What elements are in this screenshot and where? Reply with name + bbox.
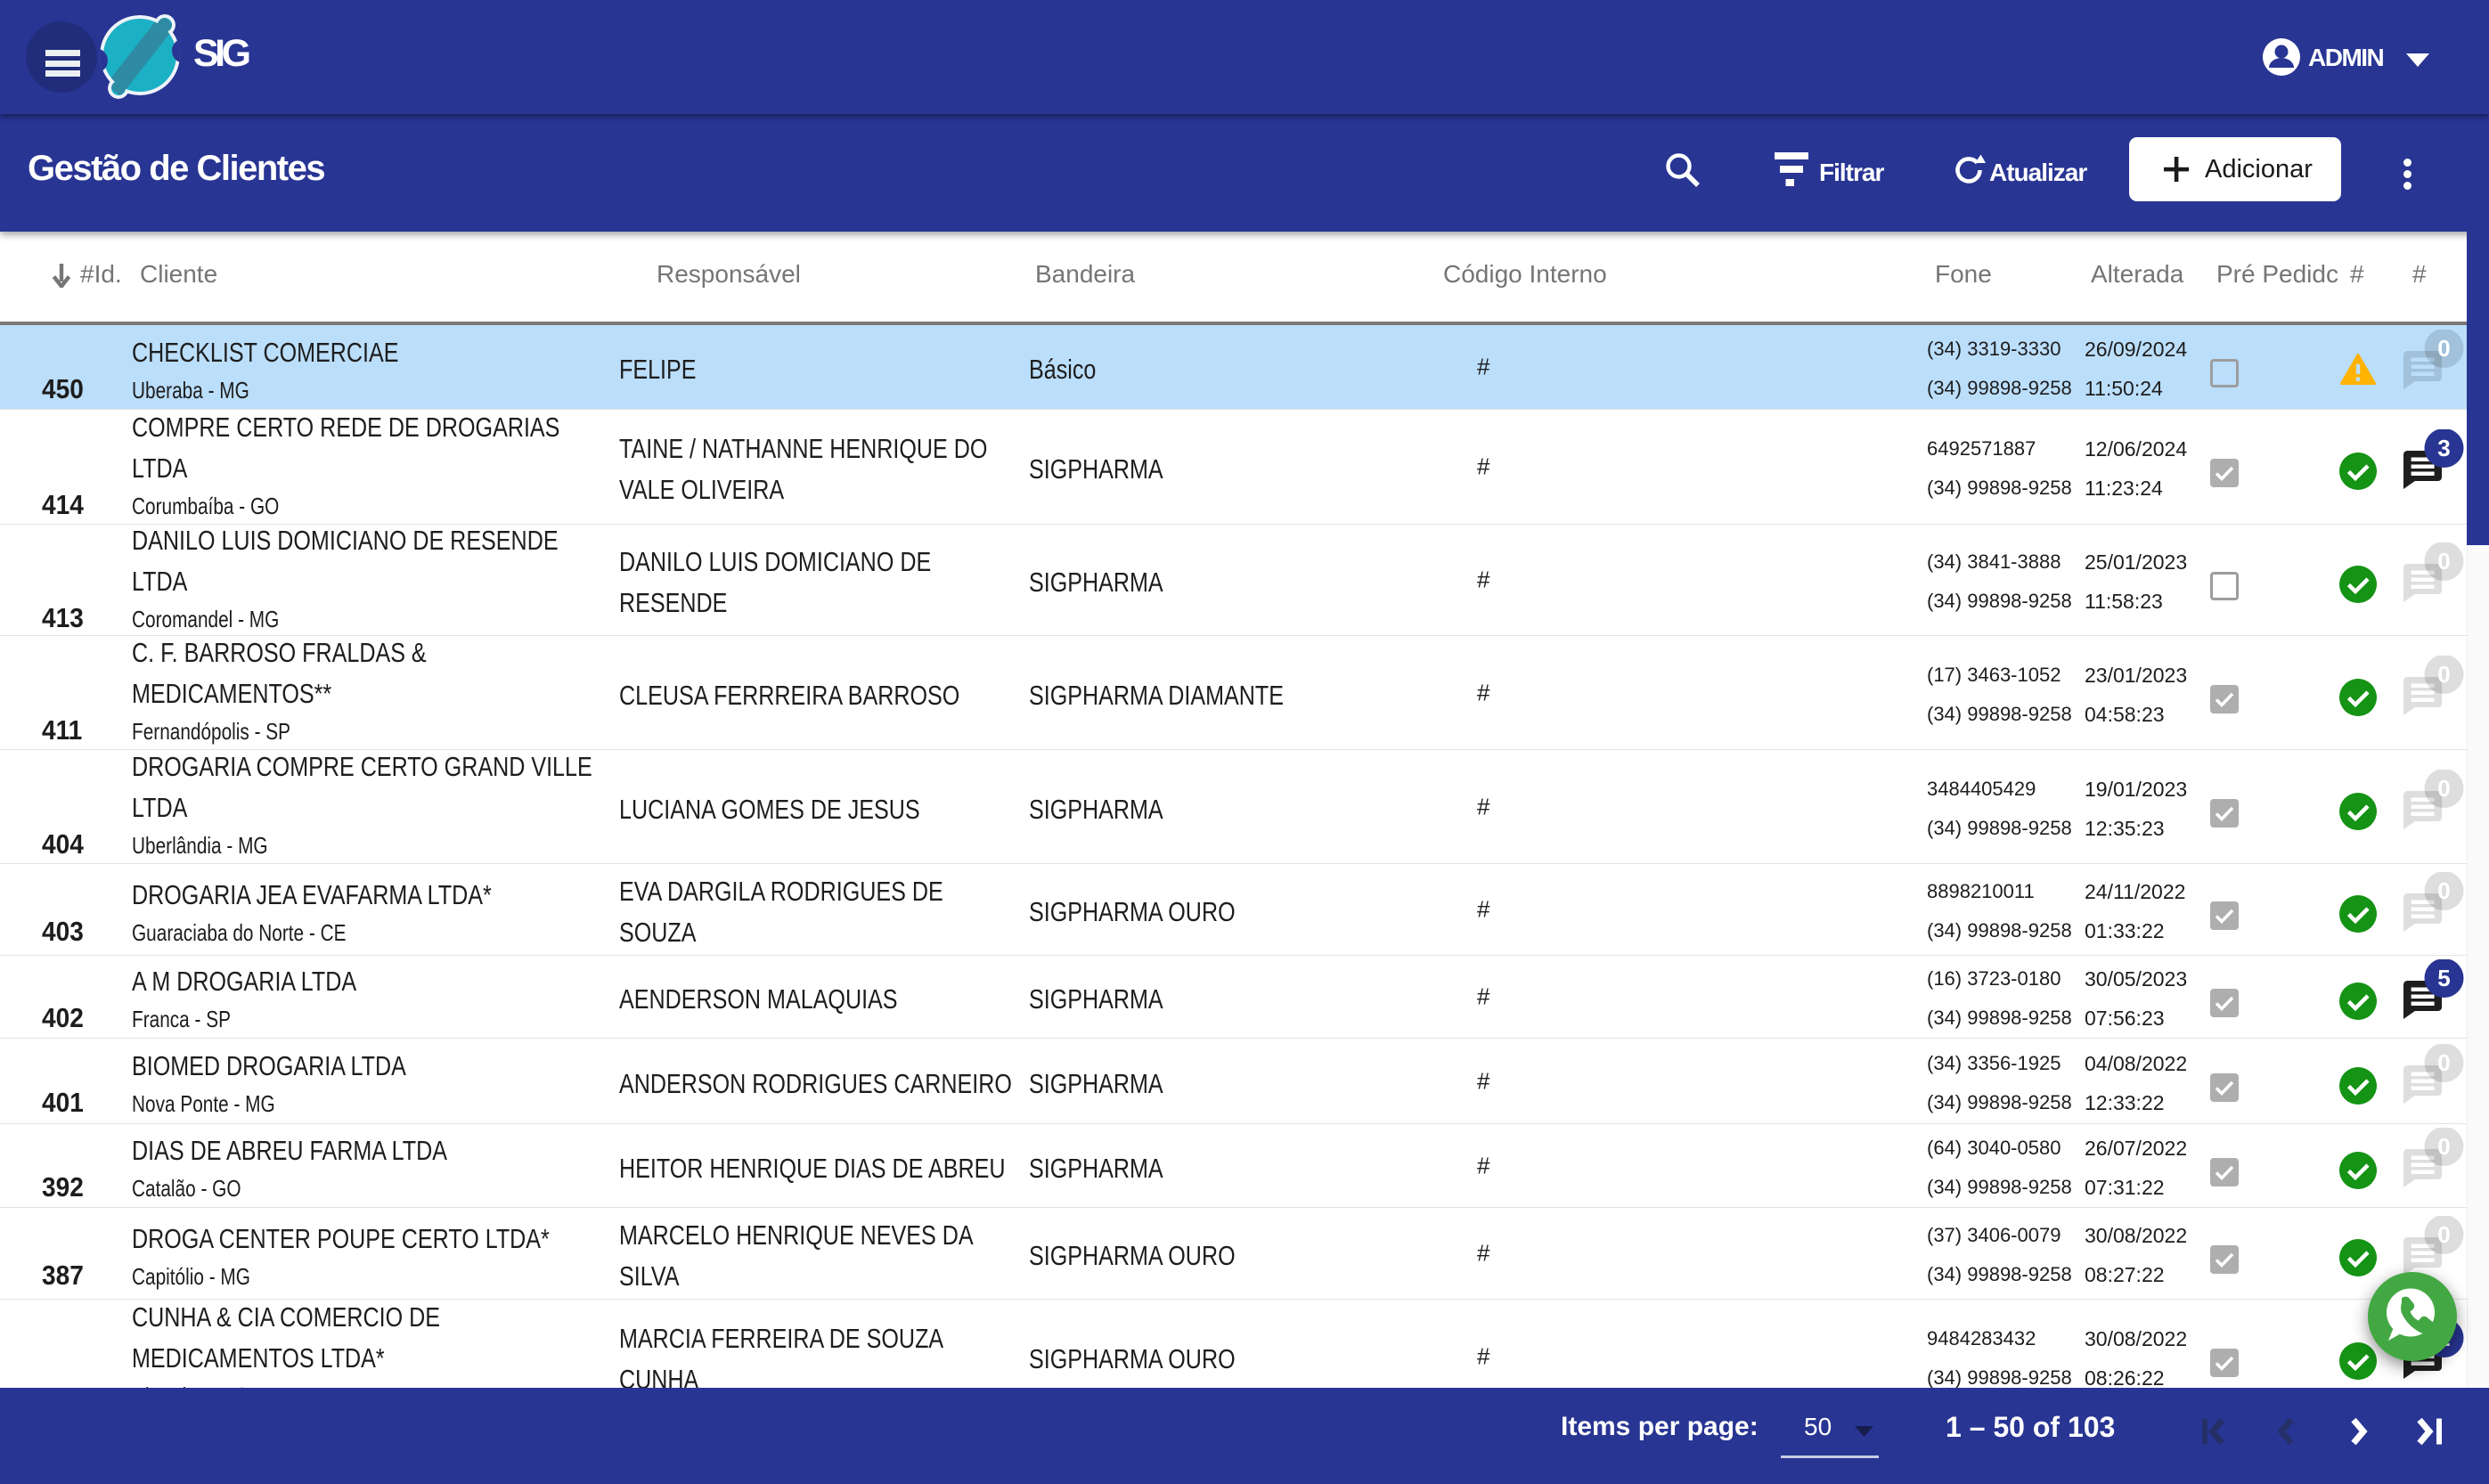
svg-text:0: 0 bbox=[2437, 548, 2450, 575]
svg-text:3: 3 bbox=[2437, 435, 2450, 461]
svg-text:0: 0 bbox=[2437, 661, 2450, 688]
svg-text:0: 0 bbox=[2437, 775, 2450, 802]
svg-text:0: 0 bbox=[2437, 1221, 2450, 1248]
svg-text:5: 5 bbox=[2437, 965, 2450, 991]
svg-text:0: 0 bbox=[2437, 1133, 2450, 1160]
svg-text:0: 0 bbox=[2437, 877, 2450, 904]
svg-text:0: 0 bbox=[2437, 335, 2450, 362]
svg-text:0: 0 bbox=[2437, 1049, 2450, 1076]
